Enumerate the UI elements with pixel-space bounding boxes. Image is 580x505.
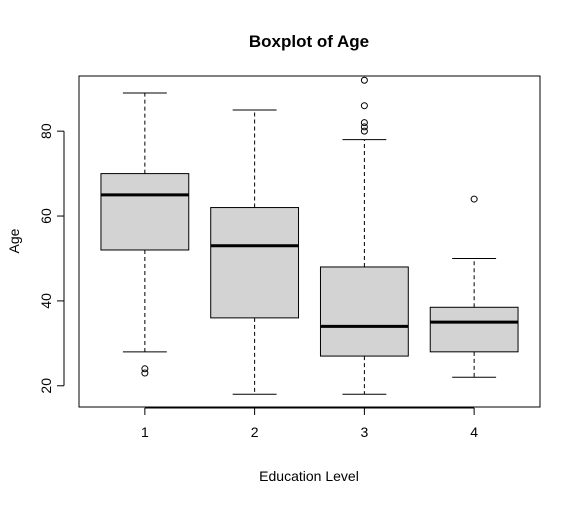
x-tick-label-4: 4 <box>470 424 478 440</box>
x-tick-label-3: 3 <box>360 424 368 440</box>
y-axis: 20 40 60 80 <box>38 123 64 393</box>
box-2 <box>211 208 299 318</box>
outlier-3-2 <box>361 120 367 126</box>
x-axis-title: Education Level <box>259 468 359 484</box>
box-group-4 <box>430 196 518 377</box>
box-4 <box>430 307 518 352</box>
box-group-1 <box>101 93 189 376</box>
boxes <box>101 77 518 394</box>
outlier-3-3 <box>361 103 367 109</box>
y-tick-label-60: 60 <box>38 208 54 224</box>
x-tick-label-1: 1 <box>141 424 149 440</box>
outlier-3-4 <box>361 77 367 83</box>
y-tick-label-20: 20 <box>38 378 54 394</box>
outlier-1-1 <box>142 366 148 372</box>
y-axis-title: Age <box>6 228 22 253</box>
x-axis: 1 2 3 4 <box>141 408 478 440</box>
outlier-4-0 <box>471 196 477 202</box>
chart-title: Boxplot of Age <box>249 32 369 51</box>
box-3 <box>320 267 408 356</box>
x-tick-label-2: 2 <box>251 424 259 440</box>
y-tick-label-40: 40 <box>38 293 54 309</box>
y-tick-label-80: 80 <box>38 123 54 139</box>
box-1 <box>101 174 189 250</box>
box-group-3 <box>320 77 408 394</box>
box-group-2 <box>211 110 299 394</box>
